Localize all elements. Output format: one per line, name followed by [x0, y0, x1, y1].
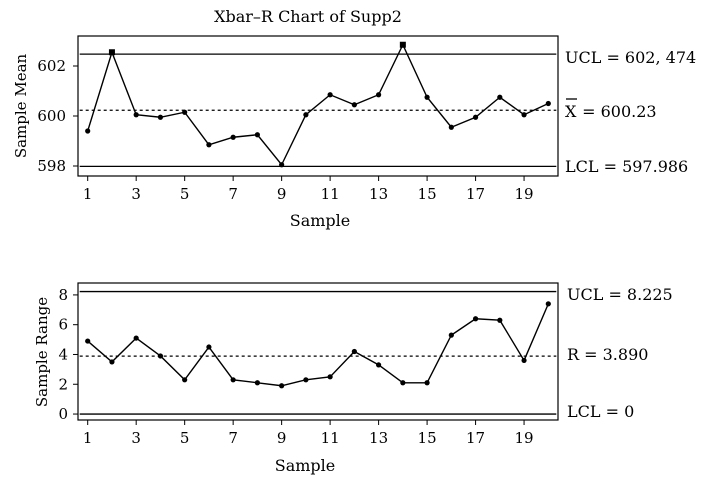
range-x-tick-label: 11 — [321, 429, 340, 447]
xbar-x-tick-label: 13 — [369, 185, 388, 203]
xbar-point — [497, 94, 503, 100]
xbar-lcl-label: LCL = 597.986 — [565, 157, 688, 176]
xbar-point — [472, 114, 479, 120]
range-point — [230, 377, 236, 383]
range-y-tick-label: 8 — [58, 286, 68, 304]
range-point — [376, 362, 382, 368]
range-point — [448, 332, 454, 338]
xbar-x-axis-label: Sample — [290, 211, 351, 230]
range-point — [206, 344, 212, 350]
range-series-line — [87, 303, 549, 387]
range-panel: Sample Range Sample UCL = 8.225 R = 3.89… — [33, 282, 673, 475]
xbar-x-tick-label: 17 — [466, 185, 485, 203]
xbar-point — [376, 92, 382, 98]
range-x-tick-label: 13 — [369, 429, 388, 447]
range-point — [327, 374, 333, 380]
range-y-tick-label: 6 — [58, 316, 68, 334]
xbar-point — [254, 132, 260, 138]
xbar-x-tick-label: 9 — [277, 185, 287, 203]
xbar-x-tick-label: 7 — [228, 185, 238, 203]
xbar-point — [133, 112, 139, 118]
range-y-tick-label: 4 — [58, 345, 68, 363]
range-x-tick-label: 1 — [83, 429, 93, 447]
xbar-point — [279, 162, 285, 168]
xbar-x-tick-label: 11 — [321, 185, 340, 203]
range-point — [157, 353, 164, 359]
xbar-point-out-of-control — [399, 41, 406, 48]
xbar-x-tick-label: 1 — [83, 185, 93, 203]
range-plot-frame — [77, 282, 559, 421]
range-y-axis-label: Sample Range — [33, 297, 51, 407]
range-x-axis-label: Sample — [275, 456, 336, 475]
range-point — [85, 338, 91, 344]
xbar-ucl-label: UCL = 602, 474 — [565, 48, 696, 67]
range-ucl-label: UCL = 8.225 — [567, 285, 673, 304]
range-x-tick-label: 15 — [418, 429, 437, 447]
xbar-point — [545, 100, 551, 107]
xbar-point — [448, 124, 454, 130]
range-x-tick-label: 5 — [180, 429, 190, 447]
xbar-y-tick-label: 600 — [37, 107, 66, 125]
xbar-point — [424, 94, 430, 100]
xbar-x-tick-label: 15 — [418, 185, 437, 203]
xbar-center-label: X = 600.23 — [565, 98, 657, 121]
xbar-y-tick-label: 598 — [37, 157, 66, 175]
range-point — [133, 335, 139, 341]
xbar-point — [157, 114, 164, 120]
range-x-tick-label: 3 — [131, 429, 141, 447]
range-point — [109, 359, 115, 365]
xbar-panel: Sample Mean Sample UCL = 602, 474 X = 60… — [12, 35, 696, 230]
xbar-x-tick-label: 3 — [131, 185, 141, 203]
range-point — [254, 380, 260, 386]
range-point — [303, 377, 309, 383]
range-x-tick-label: 9 — [277, 429, 287, 447]
xbar-y-axis-label: Sample Mean — [12, 53, 30, 158]
xbar-x-tick-label: 5 — [180, 185, 190, 203]
xbar-y-tick-label: 602 — [37, 57, 66, 75]
xbar-series-line — [87, 43, 549, 167]
xbar-point — [85, 128, 91, 134]
chart-title: Xbar–R Chart of Supp2 — [214, 7, 402, 26]
xbar-point — [351, 102, 357, 108]
range-point — [400, 380, 406, 386]
range-lcl-label: LCL = 0 — [567, 402, 634, 421]
xbar-center-symbol: X — [565, 102, 577, 121]
xbar-point — [303, 112, 309, 118]
xbar-point — [230, 134, 236, 140]
range-y-tick-label: 0 — [58, 405, 68, 423]
range-center-label: R = 3.890 — [567, 345, 648, 364]
xbar-center-value: = 600.23 — [577, 102, 657, 121]
xbar-point — [327, 92, 333, 98]
range-point — [279, 383, 285, 389]
range-point — [472, 316, 479, 322]
range-point — [497, 317, 503, 323]
xbar-point — [182, 109, 188, 115]
range-x-tick-label: 19 — [515, 429, 534, 447]
range-point — [424, 380, 430, 386]
range-point — [182, 377, 188, 383]
xbar-x-tick-label: 19 — [515, 185, 534, 203]
xbar-point — [206, 142, 212, 148]
range-y-tick-label: 2 — [58, 375, 68, 393]
range-point — [521, 357, 527, 364]
range-point — [351, 348, 357, 355]
range-x-tick-label: 7 — [228, 429, 238, 447]
xbar-plot-frame — [77, 35, 559, 177]
range-x-tick-label: 17 — [466, 429, 485, 447]
xbar-point — [521, 112, 527, 118]
range-point — [545, 301, 551, 307]
xbar-point-out-of-control — [108, 49, 115, 56]
